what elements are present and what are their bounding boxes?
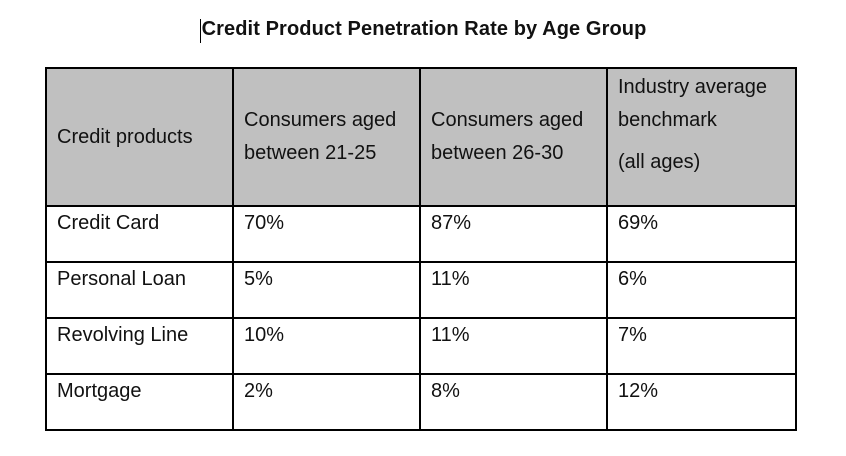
cell-product: Revolving Line xyxy=(45,317,234,375)
table-row: Credit Card 70% 87% 69% xyxy=(45,205,797,263)
cell-age-26-30: 11% xyxy=(419,261,608,319)
cell-age-26-30: 87% xyxy=(419,205,608,263)
cell-age-21-25: 70% xyxy=(232,205,421,263)
cell-benchmark: 6% xyxy=(606,261,797,319)
header-benchmark-label: Industry average benchmark xyxy=(618,76,767,131)
header-age-21-25: Consumers aged between 21-25 xyxy=(232,67,421,207)
cell-age-26-30: 11% xyxy=(419,317,608,375)
cell-age-21-25: 5% xyxy=(232,261,421,319)
document-title-text: Credit Product Penetration Rate by Age G… xyxy=(201,18,647,40)
cell-product: Credit Card xyxy=(45,205,234,263)
header-benchmark-note: (all ages) xyxy=(618,151,701,173)
header-credit-products: Credit products xyxy=(45,67,234,207)
table-row: Personal Loan 5% 11% 6% xyxy=(45,261,797,319)
table-row: Mortgage 2% 8% 12% xyxy=(45,373,797,431)
header-row: Credit products Consumers aged between 2… xyxy=(45,67,797,207)
cell-age-21-25: 10% xyxy=(232,317,421,375)
document-title[interactable]: Credit Product Penetration Rate by Age G… xyxy=(199,18,647,43)
header-age-26-30: Consumers aged between 26-30 xyxy=(419,67,608,207)
table-body: Credit Card 70% 87% 69% Personal Loan 5%… xyxy=(45,205,797,431)
cell-product: Mortgage xyxy=(45,373,234,431)
table-row: Revolving Line 10% 11% 7% xyxy=(45,317,797,375)
cell-benchmark: 7% xyxy=(606,317,797,375)
header-industry-benchmark: Industry average benchmark (all ages) xyxy=(606,67,797,207)
penetration-table: Credit products Consumers aged between 2… xyxy=(45,67,797,431)
title-container: Credit Product Penetration Rate by Age G… xyxy=(0,18,846,43)
cell-benchmark: 12% xyxy=(606,373,797,431)
cell-age-26-30: 8% xyxy=(419,373,608,431)
cell-benchmark: 69% xyxy=(606,205,797,263)
table-header: Credit products Consumers aged between 2… xyxy=(45,67,797,207)
cell-product: Personal Loan xyxy=(45,261,234,319)
cell-age-21-25: 2% xyxy=(232,373,421,431)
text-cursor xyxy=(199,19,201,43)
